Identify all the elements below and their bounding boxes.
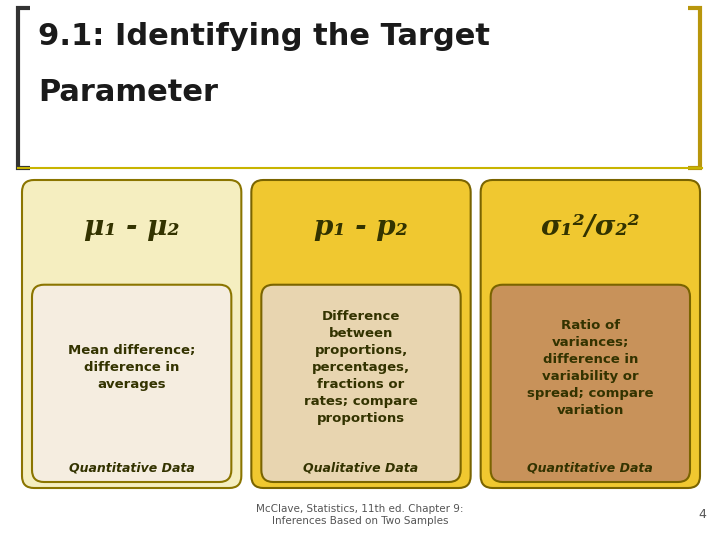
Text: 9.1: Identifying the Target: 9.1: Identifying the Target: [38, 22, 490, 51]
Text: σ₁²/σ₂²: σ₁²/σ₂²: [541, 214, 640, 241]
Text: Difference
between
proportions,
percentages,
fractions or
rates; compare
proport: Difference between proportions, percenta…: [304, 310, 418, 425]
FancyBboxPatch shape: [261, 285, 461, 482]
Text: Parameter: Parameter: [38, 78, 218, 107]
Text: Qualitative Data: Qualitative Data: [303, 462, 418, 475]
Text: p₁ - p₂: p₁ - p₂: [314, 214, 408, 241]
Text: Quantitative Data: Quantitative Data: [528, 462, 653, 475]
Text: μ₁ - μ₂: μ₁ - μ₂: [84, 214, 179, 241]
Text: Quantitative Data: Quantitative Data: [69, 462, 194, 475]
FancyBboxPatch shape: [490, 285, 690, 482]
Text: Mean difference;
difference in
averages: Mean difference; difference in averages: [68, 344, 195, 391]
Text: McClave, Statistics, 11th ed. Chapter 9:
Inferences Based on Two Samples: McClave, Statistics, 11th ed. Chapter 9:…: [256, 504, 464, 526]
FancyBboxPatch shape: [251, 180, 471, 488]
Text: Ratio of
variances;
difference in
variability or
spread; compare
variation: Ratio of variances; difference in variab…: [527, 319, 654, 416]
FancyBboxPatch shape: [32, 285, 231, 482]
FancyBboxPatch shape: [22, 180, 241, 488]
Text: 4: 4: [698, 509, 706, 522]
FancyBboxPatch shape: [481, 180, 700, 488]
